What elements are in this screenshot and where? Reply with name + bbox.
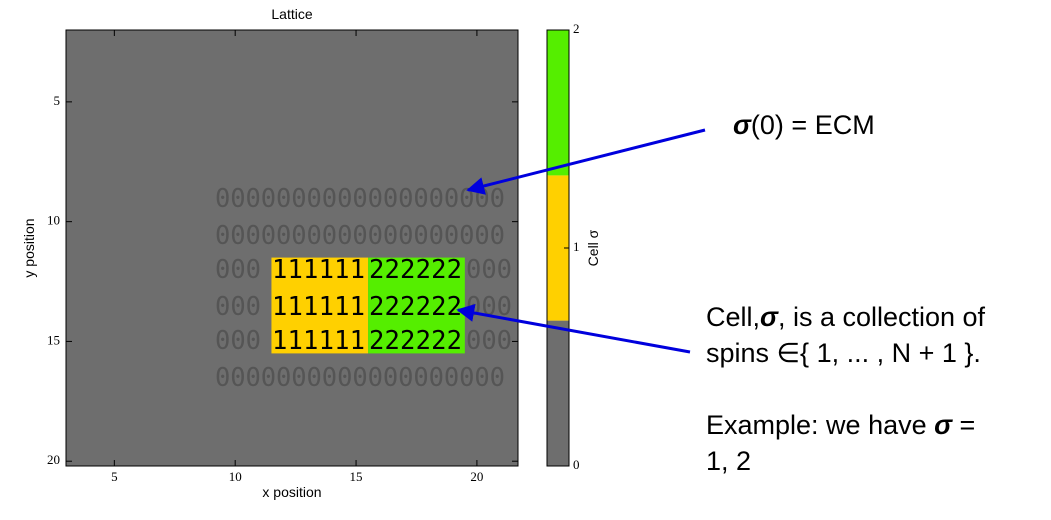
sigma: σ xyxy=(760,302,779,332)
lattice-text: 111111 xyxy=(272,292,365,322)
colorbar-band xyxy=(547,320,569,466)
lattice-text: 0000000000000000000 xyxy=(215,363,505,393)
text: (0) = ECM xyxy=(751,110,875,140)
text: Example: we have xyxy=(706,410,934,440)
lattice-text: 000 xyxy=(466,326,512,356)
lattice-text: 000 xyxy=(466,255,512,285)
plot-title: Lattice xyxy=(271,6,312,22)
lattice-text: 111111 xyxy=(272,255,365,285)
y-label: y position xyxy=(21,218,37,277)
cell-annotation: Example: we have σ = xyxy=(706,410,975,440)
x-tick-label: 15 xyxy=(350,469,363,484)
cell-annotation: spins ∈{ 1, ... , N + 1 }. xyxy=(706,338,981,368)
y-tick-label: 10 xyxy=(47,213,60,228)
sigma: σ xyxy=(934,410,953,440)
arrow xyxy=(466,128,706,195)
lattice-text: 000 xyxy=(215,326,261,356)
plot-background xyxy=(66,30,518,466)
lattice-text: 0000000000000000000 xyxy=(215,221,505,251)
lattice-text: 222222 xyxy=(369,255,462,285)
lattice-text: 000 xyxy=(215,255,261,285)
y-tick-label: 5 xyxy=(54,93,61,108)
lattice-text: 111111 xyxy=(272,326,365,356)
x-tick-label: 10 xyxy=(229,469,242,484)
plot-frame xyxy=(65,29,519,467)
colorbar-band xyxy=(547,30,569,176)
arrow xyxy=(456,304,691,354)
y-tick-label: 15 xyxy=(47,332,60,347)
colorbar-tick-label: 1 xyxy=(573,239,580,254)
lattice-text: 222222 xyxy=(369,292,462,322)
sigma: σ xyxy=(733,110,752,140)
text: Cell, xyxy=(706,302,760,332)
cell-annotation: Cell,σ, is a collection of xyxy=(706,302,986,332)
colorbar-tick-label: 2 xyxy=(573,21,580,36)
lattice-text: 000 xyxy=(215,292,261,322)
colorbar: 0 1 2 xyxy=(547,21,580,472)
cell-annotation: 1, 2 xyxy=(706,446,751,476)
x-tick-label: 5 xyxy=(111,469,118,484)
cell-region xyxy=(368,257,465,354)
text: , is a collection of xyxy=(778,302,986,332)
colorbar-label: Cell σ xyxy=(585,229,601,266)
cell-region xyxy=(271,257,369,354)
colorbar-tick-label: 0 xyxy=(573,457,580,472)
text: = xyxy=(952,410,975,440)
y-tick-label: 20 xyxy=(47,452,60,467)
colorbar-band xyxy=(547,175,569,321)
x-tick-label: 20 xyxy=(470,469,483,484)
x-label: x position xyxy=(262,484,321,500)
plot: 0000000000000000000000000000000000000000… xyxy=(47,30,518,484)
ecm-annotation: σ(0) = ECM xyxy=(733,110,875,140)
lattice-text: 0000000000000000000 xyxy=(215,184,505,214)
colorbar-frame xyxy=(546,29,570,467)
lattice-text: 222222 xyxy=(369,326,462,356)
